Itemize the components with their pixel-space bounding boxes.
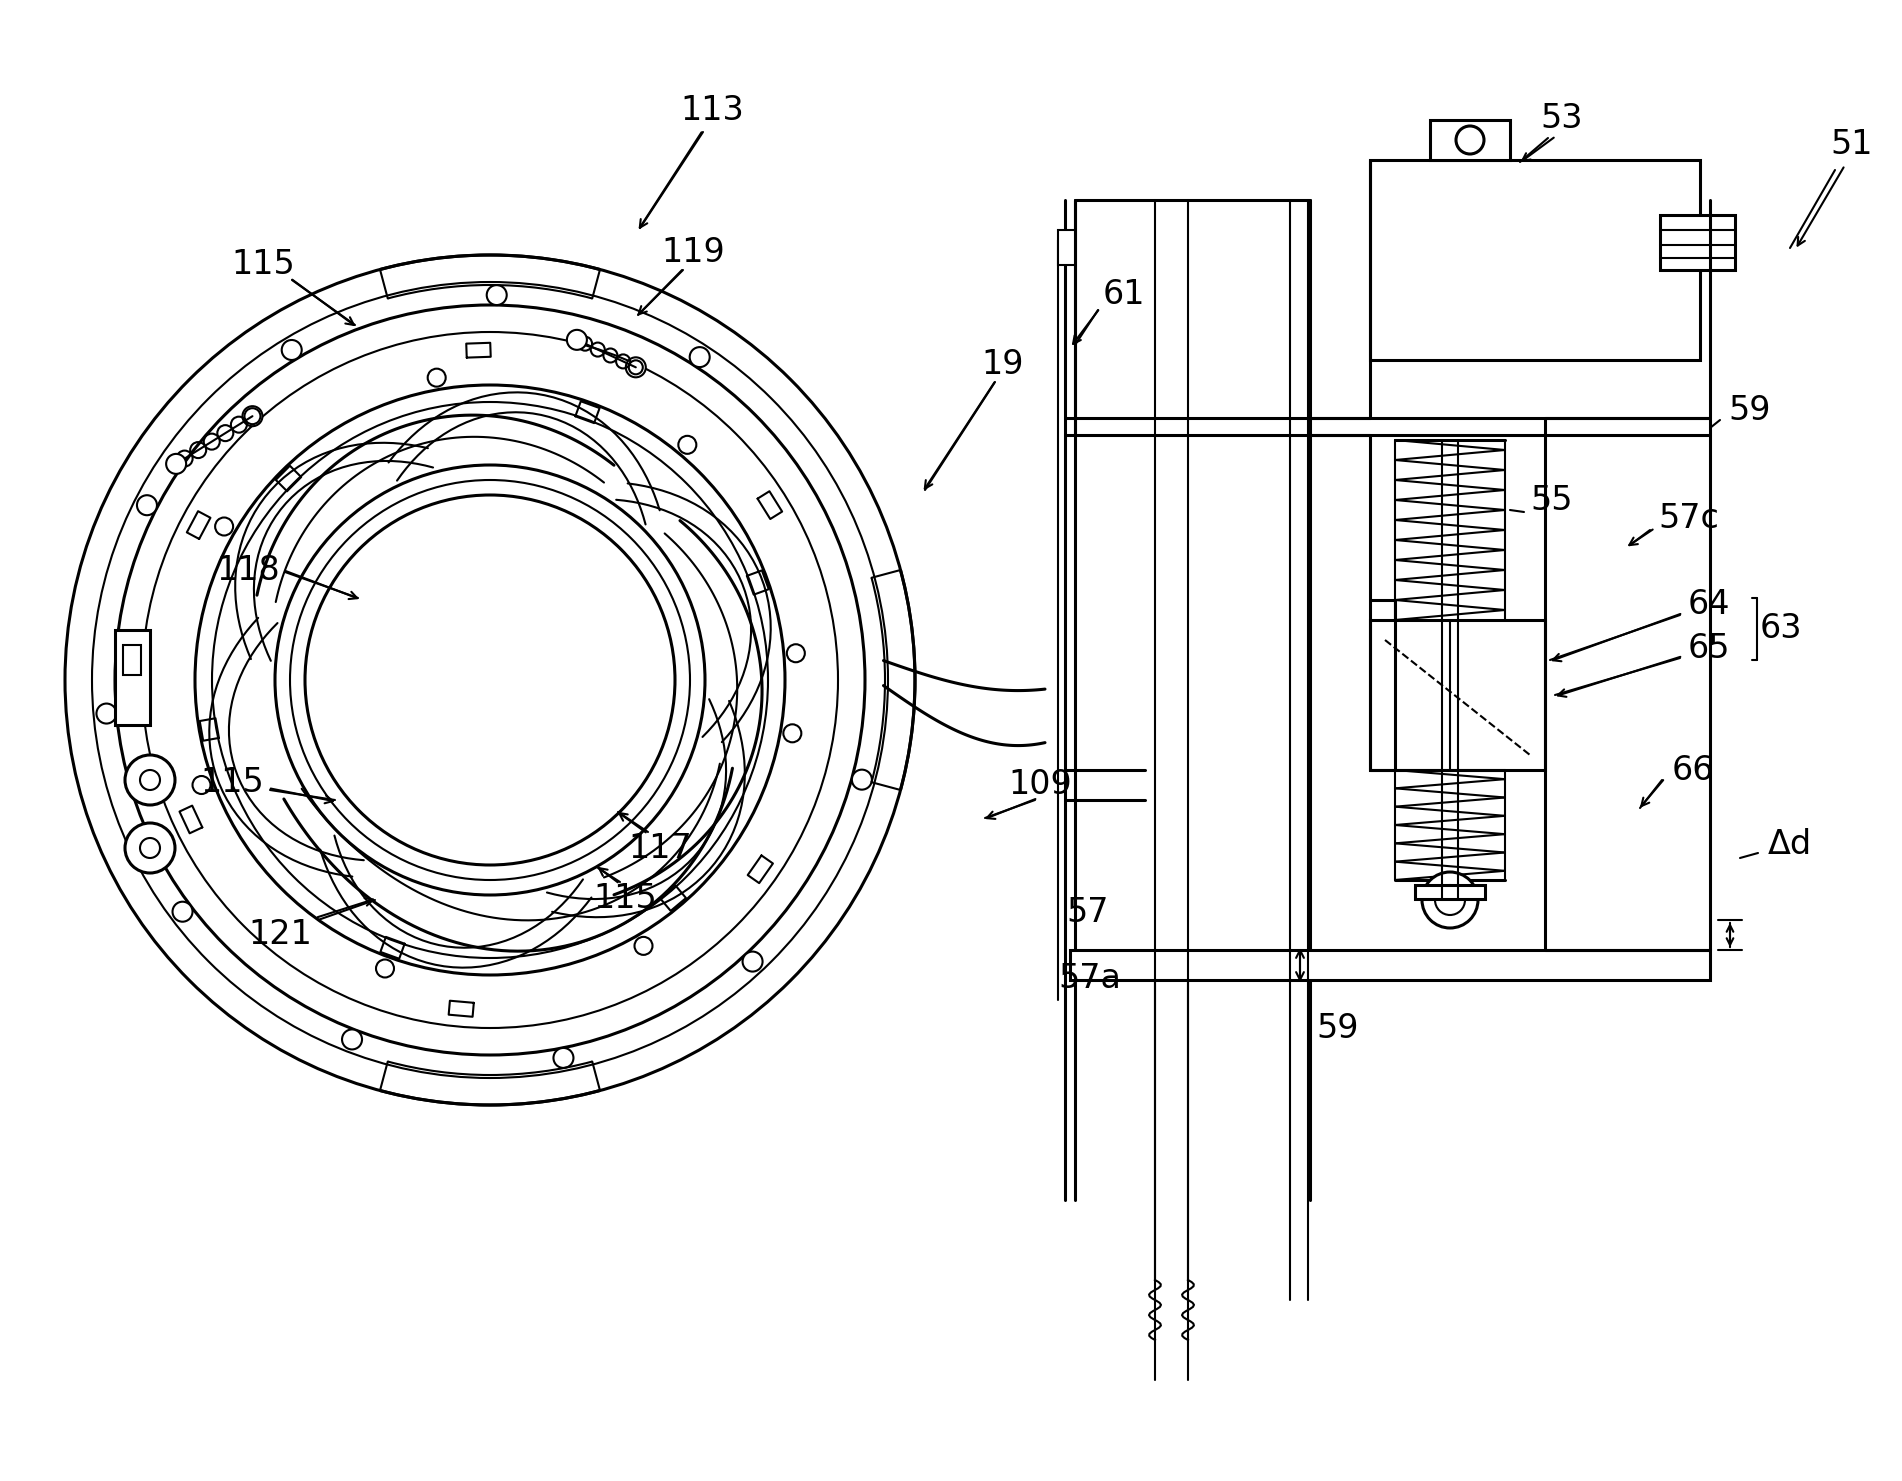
Bar	[1415, 886, 1485, 899]
Circle shape	[787, 644, 805, 662]
Text: 113: 113	[681, 93, 744, 126]
Circle shape	[215, 517, 234, 536]
Circle shape	[626, 357, 647, 378]
Text: 115: 115	[232, 249, 295, 281]
Bar	[1071, 949, 1710, 980]
Circle shape	[281, 341, 302, 360]
Circle shape	[377, 960, 394, 977]
Text: Δd: Δd	[1769, 828, 1813, 862]
Circle shape	[567, 330, 588, 350]
Circle shape	[137, 495, 158, 515]
Circle shape	[784, 724, 801, 742]
Circle shape	[141, 770, 160, 789]
Circle shape	[126, 755, 175, 806]
Text: 53: 53	[1541, 102, 1582, 135]
Text: 115: 115	[200, 766, 264, 798]
Circle shape	[173, 902, 192, 921]
Circle shape	[165, 453, 186, 474]
Circle shape	[852, 770, 871, 789]
Text: 121: 121	[247, 918, 312, 951]
Text: 119: 119	[662, 235, 725, 268]
Circle shape	[97, 703, 116, 724]
Text: 59: 59	[1316, 1012, 1360, 1044]
Bar	[114, 629, 150, 726]
Text: 117: 117	[628, 831, 692, 865]
Circle shape	[690, 347, 709, 367]
Text: 57a: 57a	[1059, 961, 1122, 995]
Circle shape	[428, 369, 445, 387]
Text: 115: 115	[593, 881, 656, 914]
Text: 59: 59	[1729, 394, 1771, 427]
Bar	[1660, 215, 1735, 270]
Bar	[1430, 120, 1510, 160]
Text: 109: 109	[1008, 769, 1073, 801]
Circle shape	[342, 1029, 361, 1050]
Circle shape	[635, 937, 652, 955]
Bar	[124, 646, 141, 675]
Text: 63: 63	[1759, 612, 1803, 644]
Circle shape	[242, 406, 262, 427]
Bar	[1369, 160, 1700, 360]
Text: 51: 51	[1832, 129, 1873, 161]
Circle shape	[1423, 872, 1478, 929]
Circle shape	[1434, 886, 1465, 915]
Text: 19: 19	[981, 348, 1025, 382]
Circle shape	[126, 823, 175, 872]
Circle shape	[487, 284, 506, 305]
Circle shape	[553, 1049, 574, 1068]
Text: 64: 64	[1687, 588, 1731, 622]
Circle shape	[742, 952, 763, 972]
Text: 57c: 57c	[1659, 502, 1719, 535]
Bar	[1369, 621, 1544, 770]
Text: 55: 55	[1529, 483, 1573, 517]
Text: 65: 65	[1687, 631, 1731, 665]
Text: 57: 57	[1067, 896, 1109, 929]
Circle shape	[679, 435, 696, 453]
Circle shape	[1457, 126, 1484, 154]
Text: 66: 66	[1672, 754, 1714, 786]
Text: 61: 61	[1103, 278, 1145, 311]
Circle shape	[141, 838, 160, 857]
Bar	[1058, 230, 1075, 265]
Text: 118: 118	[217, 554, 280, 586]
Circle shape	[192, 776, 211, 794]
